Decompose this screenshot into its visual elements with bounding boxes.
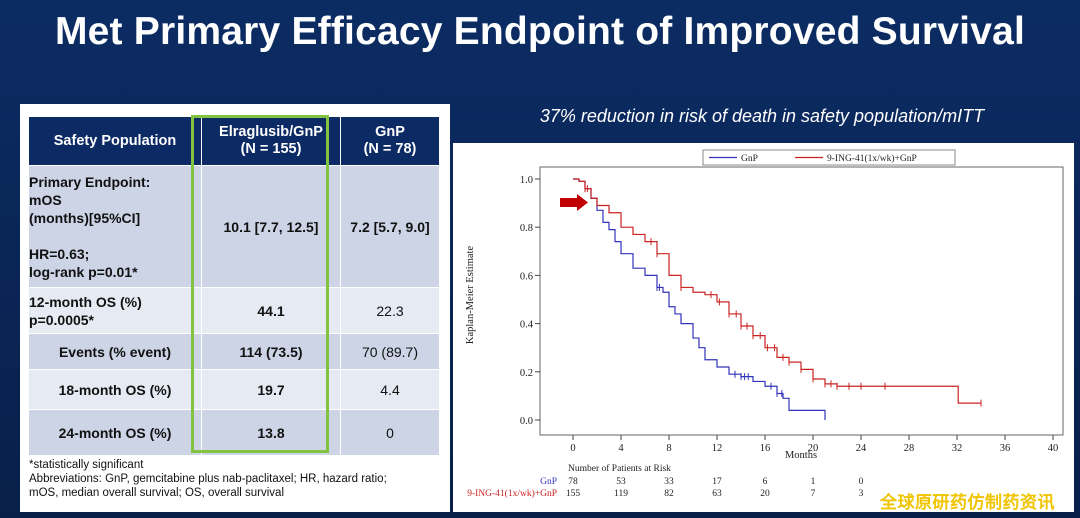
header-elraglusib: Elraglusib/GnP (N = 155) [201,116,341,166]
row-label: 18-month OS (%) [28,369,202,410]
km-chart: 0.00.20.40.60.81.00 4 8 12 16 20 24 28 32 36 40Mon… [465,149,1064,499]
x-tick-label: 24 [856,443,867,454]
x-tick-label: 32 [952,443,963,454]
risk-count: 63 [712,489,722,499]
gnp-value: 4.4 [340,369,440,410]
slide-title: Met Primary Efficacy Endpoint of Improve… [54,10,1026,53]
header-safety-population: Safety Population [28,116,202,166]
y-axis-label: Kaplan-Meier Estimate [465,246,476,345]
legend-box [702,149,956,166]
risk-count: 17 [712,477,722,487]
risk-row-label: GnP [540,477,557,487]
risk-count: 82 [664,489,674,499]
row-label: Primary Endpoint: mOS (months)[95%CI] HR=0.… [28,165,202,288]
y-tick-label: 0.2 [520,368,533,379]
x-tick-label: 0 [570,443,575,454]
risk-count: 33 [664,477,674,487]
y-tick-label: 1.0 [520,175,533,186]
risk-count: 119 [614,489,628,499]
row-label: Events (% event) [28,333,202,370]
x-tick-label: 40 [1048,443,1059,454]
risk-count: 7 [811,489,816,499]
risk-count: 0 [859,477,864,487]
table-row: 24-month OS (%) 13.8 0 [28,409,440,456]
km-chart-panel: 0.0 0.2 0.4 0.6 0.8 1.0 0 4 8 12 16 20 24 28 32 36 40 Mon… [453,143,1074,512]
elraglusib-value: 10.1 [7.7, 12.5] [201,165,341,288]
y-tick-label: 0.8 [520,223,533,234]
x-tick-label: 16 [760,443,771,454]
elraglusib-value: 44.1 [201,287,341,334]
plot-frame [539,166,1064,436]
y-tick-label: 0.6 [520,271,533,282]
footnote-abbreviations-cont: mOS, median overall survival; OS, overal… [29,487,284,499]
legend-label: 9-ING-41(1x/wk)+GnP [827,153,917,164]
risk-count: 155 [566,489,581,499]
risk-count: 53 [616,477,626,487]
y-tick-label: 0.4 [520,320,534,331]
table-header-row: Safety Population Elraglusib/GnP (N = 155… [28,116,440,166]
arrow-marker [560,194,588,211]
gnp-value: 22.3 [340,287,440,334]
x-tick-label: 4 [618,443,624,454]
risk-count: 1 [811,477,816,487]
survival-curve [573,178,826,420]
x-tick-label: 12 [712,443,723,454]
elraglusib-value: 114 (73.5) [201,333,341,370]
x-tick-label: 28 [904,443,915,454]
legend-label: GnP [741,154,758,164]
efficacy-table: Safety Population Elraglusib/GnP (N = 155… [28,116,440,456]
table-row: Events (% event) 114 (73.5) 70 (89.7) [28,333,440,370]
footnote-significance: *statistically significant [29,459,144,471]
x-tick-label: 36 [1000,443,1011,454]
gnp-value: 7.2 [5.7, 9.0] [340,165,440,288]
risk-count: 20 [760,489,770,499]
x-tick-label: 8 [666,443,671,454]
header-gnp: GnP (N = 78) [340,116,440,166]
efficacy-table-panel: Safety Population Elraglusib/GnP (N = 155… [20,104,450,512]
risk-count: 78 [568,477,578,487]
x-axis-label: Months [785,450,817,461]
footnote-abbreviations: Abbreviations: GnP, gemcitabine plus nab… [29,473,387,485]
risk-table-title: Number of Patients at Risk [568,463,671,474]
table-row: Primary Endpoint: mOS (months)[95%CI] HR=0.… [28,165,440,288]
survival-curve [573,178,981,404]
row-label: 24-month OS (%) [28,409,202,456]
gnp-value: 70 (89.7) [340,333,440,370]
gnp-value: 0 [340,409,440,456]
table-row: 12-month OS (%) p=0.0005* 44.1 22.3 [28,287,440,334]
elraglusib-value: 13.8 [201,409,341,456]
risk-count: 3 [859,489,864,499]
elraglusib-value: 19.7 [201,369,341,410]
risk-count: 6 [763,477,768,487]
watermark: 全球原研药仿制药资讯 [880,493,1055,513]
y-tick-label: 0.0 [520,416,533,427]
risk-row-label: 9-ING-41(1x/wk)+GnP [467,488,557,499]
table-row: 18-month OS (%) 19.7 4.4 [28,369,440,410]
footnotes: *statistically significant Abbreviations… [29,458,449,500]
chart-subtitle: 37% reduction in risk of death in safety… [539,106,985,126]
row-label: 12-month OS (%) p=0.0005* [28,287,202,334]
x-tick-label: 20 [808,443,819,454]
